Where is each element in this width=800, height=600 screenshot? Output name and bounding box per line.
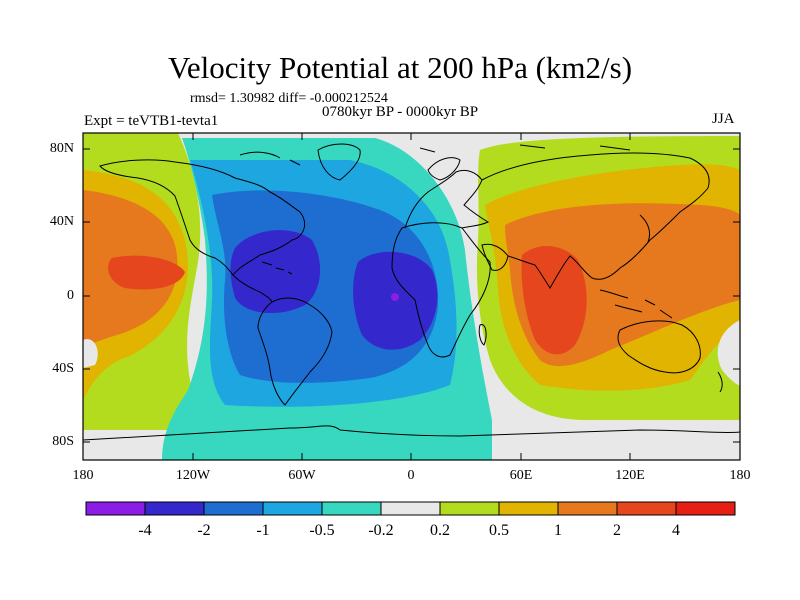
coastlines <box>83 143 740 441</box>
period-label: 0780kyr BP - 0000kyr BP <box>322 104 479 120</box>
stats-text: rmsd= 1.30982 diff= -0.000212524 <box>190 91 388 106</box>
pacific-southwest-patch <box>83 339 98 368</box>
xtick-label-120e: 120E <box>615 468 645 483</box>
colorbar-box-6 <box>380 501 441 516</box>
colorbar-label-3: -1 <box>256 522 270 539</box>
map-title: Velocity Potential at 200 hPa (km2/s) <box>167 50 633 85</box>
coast-southeast-asia-islands <box>599 289 673 319</box>
season-label: JJA <box>712 111 735 127</box>
coast-japan <box>639 214 651 243</box>
atlantic-field-neg4 <box>391 293 399 301</box>
colorbar-box-9 <box>557 501 618 516</box>
ytick-label-0: 0 <box>67 288 74 303</box>
colorbar-label-7: 0.5 <box>489 522 509 539</box>
colorbar-label-5: -0.2 <box>368 522 394 539</box>
coast-australia <box>617 320 701 374</box>
ytick-label-40n: 40N <box>49 214 74 229</box>
colorbar-box-3 <box>203 501 264 516</box>
axis-ticks <box>82 133 741 460</box>
xtick-label-0: 0 <box>407 468 415 483</box>
coast-scandinavia <box>427 157 461 181</box>
coast-south-america <box>257 297 333 406</box>
xtick-label-120w: 120W <box>175 468 211 483</box>
colorbar-box-8 <box>498 501 559 516</box>
ytick-label-80s: 80S <box>52 434 74 449</box>
xtick-label-180e: 180 <box>729 468 751 483</box>
atlantic-field-neg2-west <box>230 230 321 314</box>
coast-arctic-islands <box>239 144 631 166</box>
colorbar-box-4 <box>262 501 323 516</box>
colorbar-box-1 <box>85 501 146 516</box>
ytick-label-40s: 40S <box>52 361 74 376</box>
coast-africa <box>391 222 491 358</box>
colorbar-label-9: 2 <box>613 522 621 539</box>
xtick-label-60w: 60W <box>288 468 316 483</box>
colorbar-label-2: -2 <box>197 522 211 539</box>
colorbar-box-10 <box>616 501 677 516</box>
coast-madagascar <box>478 324 487 346</box>
colorbar-label-4: -0.5 <box>309 522 335 539</box>
xtick-label-60e: 60E <box>509 468 533 483</box>
coast-caribbean <box>261 261 293 275</box>
colorbar-box-7 <box>439 501 500 516</box>
indopacific-field-4 <box>521 245 587 355</box>
colorbar-box-5 <box>321 501 382 516</box>
coast-greenland <box>317 143 361 181</box>
colorbar-label-6: 0.2 <box>430 522 450 539</box>
coast-antarctica <box>83 425 740 441</box>
colorbar-label-10: 4 <box>672 522 680 539</box>
colorbar-label-1: -4 <box>138 522 152 539</box>
experiment-label: Expt = teVTB1-tevta1 <box>84 113 219 129</box>
colorbar-box-11 <box>675 501 736 516</box>
map-field <box>83 133 740 460</box>
coast-arabia <box>481 243 509 271</box>
xtick-label-180w: 180 <box>72 468 94 483</box>
colorbar <box>85 501 736 516</box>
coast-central-america <box>232 274 273 303</box>
coast-north-america <box>99 159 305 276</box>
colorbar-box-2 <box>144 501 205 516</box>
coast-new-zealand <box>717 371 723 393</box>
ytick-label-80n: 80N <box>49 141 74 156</box>
colorbar-label-8: 1 <box>554 522 562 539</box>
coast-asia <box>481 152 710 289</box>
pacific-west-field-4 <box>108 255 185 290</box>
